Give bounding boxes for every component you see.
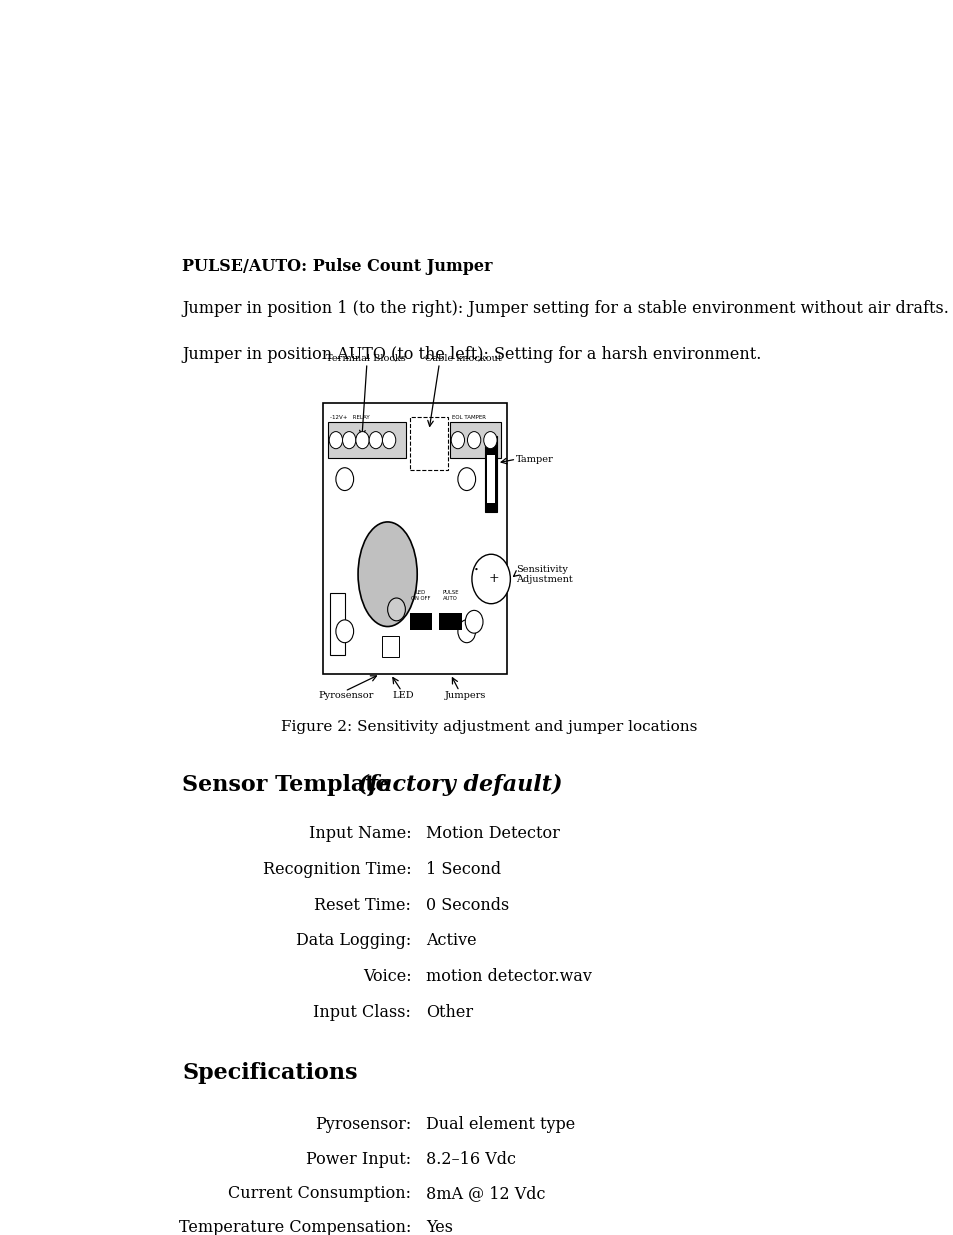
Circle shape	[355, 431, 369, 448]
Text: Terminal Blocks: Terminal Blocks	[326, 354, 406, 363]
Text: Motion Detector: Motion Detector	[426, 825, 559, 842]
Circle shape	[335, 468, 354, 490]
Circle shape	[387, 598, 405, 621]
Text: Reset Time:: Reset Time:	[314, 897, 411, 914]
FancyBboxPatch shape	[485, 436, 497, 513]
Text: LED
ON OFF: LED ON OFF	[411, 590, 430, 601]
FancyBboxPatch shape	[322, 403, 507, 674]
Text: Cable knockout: Cable knockout	[424, 354, 501, 363]
Text: Jumper in position AUTO (to the left): Setting for a harsh environment.: Jumper in position AUTO (to the left): S…	[182, 346, 760, 363]
Text: Active: Active	[426, 932, 476, 950]
Text: •: •	[474, 566, 478, 573]
FancyBboxPatch shape	[330, 593, 344, 655]
Circle shape	[451, 431, 464, 448]
Circle shape	[329, 431, 342, 448]
Text: PULSE/AUTO: Pulse Count Jumper: PULSE/AUTO: Pulse Count Jumper	[182, 258, 492, 274]
FancyBboxPatch shape	[381, 636, 399, 657]
Text: EOL TAMPER: EOL TAMPER	[452, 415, 485, 420]
Text: Recognition Time:: Recognition Time:	[262, 861, 411, 878]
Text: Pyrosensor:: Pyrosensor:	[314, 1116, 411, 1134]
Circle shape	[342, 431, 355, 448]
Text: Input Name:: Input Name:	[309, 825, 411, 842]
Text: Input Class:: Input Class:	[314, 1004, 411, 1020]
Text: -12V+   RELAY: -12V+ RELAY	[330, 415, 369, 420]
Text: Tamper: Tamper	[516, 454, 554, 463]
Text: Data Logging:: Data Logging:	[295, 932, 411, 950]
Text: motion detector.wav: motion detector.wav	[426, 968, 591, 986]
Text: Pyrosensor: Pyrosensor	[318, 692, 374, 700]
Text: LED: LED	[393, 692, 414, 700]
Text: Figure 2: Sensitivity adjustment and jumper locations: Figure 2: Sensitivity adjustment and jum…	[280, 720, 697, 734]
Text: Jumper in position 1 (to the right): Jumper setting for a stable environment wit: Jumper in position 1 (to the right): Jum…	[182, 300, 948, 317]
Circle shape	[483, 431, 497, 448]
Text: Current Consumption:: Current Consumption:	[228, 1184, 411, 1202]
Circle shape	[465, 610, 482, 634]
FancyBboxPatch shape	[450, 422, 500, 458]
FancyBboxPatch shape	[328, 422, 406, 458]
Text: PULSE
AUTO: PULSE AUTO	[442, 590, 458, 601]
Circle shape	[382, 431, 395, 448]
FancyBboxPatch shape	[439, 614, 461, 630]
FancyBboxPatch shape	[410, 614, 432, 630]
Text: +: +	[488, 573, 498, 585]
Ellipse shape	[357, 522, 416, 626]
Text: Sensitivity
Adjustment: Sensitivity Adjustment	[516, 564, 573, 584]
Text: Power Input:: Power Input:	[306, 1151, 411, 1167]
Text: 1 Second: 1 Second	[426, 861, 500, 878]
Circle shape	[335, 620, 354, 642]
Text: 0 Seconds: 0 Seconds	[426, 897, 509, 914]
Text: (factory default): (factory default)	[357, 774, 562, 797]
Text: Yes: Yes	[426, 1219, 453, 1235]
FancyBboxPatch shape	[487, 456, 495, 503]
Text: 8mA @ 12 Vdc: 8mA @ 12 Vdc	[426, 1184, 545, 1202]
Text: Other: Other	[426, 1004, 473, 1020]
Text: Temperature Compensation:: Temperature Compensation:	[179, 1219, 411, 1235]
Circle shape	[457, 620, 476, 642]
Text: Jumpers: Jumpers	[444, 692, 485, 700]
Circle shape	[467, 431, 480, 448]
Text: Sensor Template: Sensor Template	[182, 774, 397, 795]
Text: Voice:: Voice:	[362, 968, 411, 986]
Text: Specifications: Specifications	[182, 1062, 357, 1084]
Circle shape	[369, 431, 382, 448]
Circle shape	[472, 555, 510, 604]
Text: 8.2–16 Vdc: 8.2–16 Vdc	[426, 1151, 516, 1167]
Circle shape	[457, 468, 476, 490]
Text: Dual element type: Dual element type	[426, 1116, 575, 1134]
